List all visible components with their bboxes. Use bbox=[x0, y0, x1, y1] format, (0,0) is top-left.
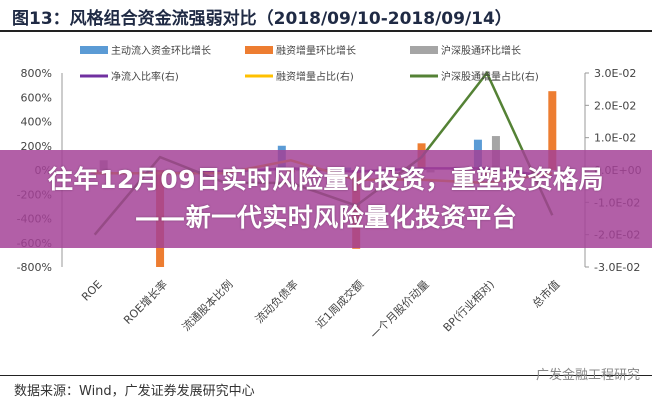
source-note: 数据来源：Wind，广发证券发展研究中心 bbox=[14, 384, 255, 399]
legend-swatch bbox=[80, 46, 108, 54]
legend-label: 融资增量环比增长 bbox=[276, 44, 356, 57]
category-label: 一个月股价动量 bbox=[368, 278, 432, 342]
left-tick-label: 600% bbox=[21, 91, 52, 104]
legend-label: 融资增量占比(右) bbox=[276, 70, 354, 83]
legend-swatch bbox=[245, 46, 273, 54]
top-divider bbox=[0, 30, 652, 32]
category-label: ROE bbox=[79, 278, 105, 304]
figure-title: 图13：风格组合资金流强弱对比（2018/09/10-2018/09/14） bbox=[12, 9, 512, 29]
category-label: 总市值 bbox=[529, 277, 562, 310]
right-tick-label: 1.0E-02 bbox=[594, 132, 636, 145]
headline-banner: 往年12月09日实时风险量化投资，重塑投资格局——新一代实时风险量化投资平台 bbox=[0, 150, 652, 248]
left-tick-label: 400% bbox=[21, 116, 52, 129]
legend-label: 主动流入资金环比增长 bbox=[111, 44, 211, 57]
right-tick-label: 3.0E-02 bbox=[594, 67, 636, 80]
left-tick-label: 800% bbox=[21, 67, 52, 80]
category-label: 流动负债率 bbox=[252, 277, 301, 326]
legend-label: 沪深股通增量占比(右) bbox=[441, 70, 539, 83]
category-label: BP(行业相对) bbox=[440, 277, 497, 334]
legend-label: 净流入比率(右) bbox=[111, 70, 179, 83]
bar bbox=[548, 91, 557, 170]
legend-label: 沪深股通环比增长 bbox=[441, 44, 521, 57]
left-tick-label: 200% bbox=[21, 140, 52, 153]
headline-text: 往年12月09日实时风险量化投资，重塑投资格局——新一代实时风险量化投资平台 bbox=[47, 165, 605, 232]
legend-swatch bbox=[410, 46, 438, 54]
right-tick-label: 2.0E-02 bbox=[594, 99, 636, 112]
watermark: 广发金融工程研究 bbox=[535, 368, 640, 383]
category-label: ROE增长率 bbox=[120, 277, 170, 327]
category-label: 近1周成交额 bbox=[313, 277, 367, 331]
right-tick-label: -3.0E-02 bbox=[594, 261, 640, 274]
category-label: 流通股本比例 bbox=[179, 277, 236, 334]
left-tick-label: -800% bbox=[17, 261, 52, 274]
bottom-divider bbox=[0, 375, 652, 376]
